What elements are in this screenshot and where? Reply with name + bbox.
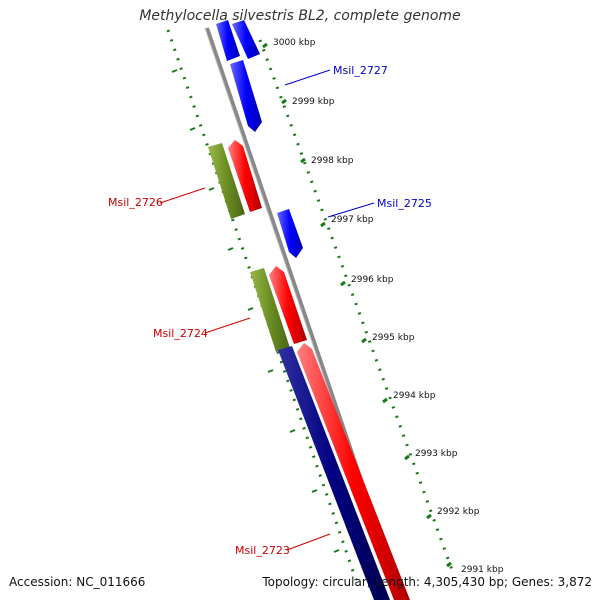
accession-text: Accession: NC_011666 bbox=[9, 575, 146, 589]
tick-mark bbox=[361, 337, 367, 344]
tick-label: 2996 kbp bbox=[351, 275, 394, 285]
tick-mark bbox=[382, 397, 388, 404]
tick-label: 2995 kbp bbox=[372, 333, 415, 343]
inner-dotted-ring bbox=[166, 29, 358, 581]
gene-label-msil-2725: Msil_2725 bbox=[377, 197, 432, 210]
tick-mark bbox=[289, 429, 296, 433]
tick-label: 2992 kbp bbox=[437, 507, 480, 517]
tick-mark bbox=[311, 489, 318, 493]
tick-mark bbox=[446, 561, 452, 568]
navy-features bbox=[278, 346, 390, 600]
inner-major-ticks bbox=[171, 69, 340, 553]
tick-mark bbox=[189, 127, 196, 131]
gene-feature bbox=[232, 20, 260, 59]
tick-mark bbox=[300, 157, 306, 164]
tick-mark bbox=[262, 42, 268, 49]
tick-mark bbox=[247, 307, 254, 311]
leader-line bbox=[204, 317, 251, 334]
map-title: Methylocella silvestris BL2, complete ge… bbox=[139, 8, 461, 24]
gene-feature bbox=[278, 346, 390, 600]
tick-mark bbox=[281, 98, 287, 105]
gene-msil-2724 bbox=[250, 268, 290, 352]
leader-line bbox=[284, 69, 331, 86]
tick-label: 2998 kbp bbox=[311, 156, 354, 166]
tick-label: 2997 kbp bbox=[331, 215, 374, 225]
gene-labels: Msil_2727 Msil_2726 Msil_2725 Msil_2724 … bbox=[108, 64, 432, 557]
tick-mark bbox=[320, 221, 326, 228]
leader-line bbox=[286, 533, 331, 551]
gene-msil-2723 bbox=[297, 343, 410, 600]
forward-genes bbox=[216, 20, 303, 258]
tick-label: 2991 kbp bbox=[461, 565, 504, 575]
inner-tick-ring bbox=[166, 29, 358, 581]
gene-label-msil-2724: Msil_2724 bbox=[153, 327, 208, 340]
leader-line bbox=[327, 202, 375, 218]
tick-mark bbox=[426, 513, 432, 520]
tick-mark bbox=[171, 69, 178, 73]
gene-msil-2727 bbox=[230, 60, 262, 132]
tick-mark bbox=[267, 369, 274, 373]
reverse-genes bbox=[228, 140, 410, 600]
tick-mark bbox=[208, 187, 215, 191]
major-ticks bbox=[262, 42, 452, 568]
gene-label-msil-2727: Msil_2727 bbox=[333, 64, 388, 77]
tick-mark bbox=[404, 454, 410, 461]
tick-label: 2999 kbp bbox=[292, 97, 335, 107]
gene-msil-2725 bbox=[277, 209, 303, 258]
gene-feature bbox=[216, 20, 240, 61]
gene-feature bbox=[228, 140, 262, 212]
gene-feature bbox=[269, 266, 307, 344]
gene-label-msil-2723: Msil_2723 bbox=[235, 544, 290, 557]
olive-features bbox=[208, 143, 290, 352]
gene-msil-2726 bbox=[208, 143, 245, 219]
genome-summary-text: Topology: circular; Length: 4,305,430 bp… bbox=[262, 575, 592, 589]
tick-label: 3000 kbp bbox=[273, 38, 316, 48]
tick-mark bbox=[333, 549, 340, 553]
tick-label: 2993 kbp bbox=[415, 449, 458, 459]
tick-mark bbox=[340, 280, 346, 287]
tick-label: 2994 kbp bbox=[393, 391, 436, 401]
tick-mark bbox=[227, 247, 234, 251]
gene-label-msil-2726: Msil_2726 bbox=[108, 196, 163, 209]
leader-line bbox=[159, 187, 206, 204]
leader-lines bbox=[159, 69, 375, 551]
tick-labels: 3000 kbp 2999 kbp 2998 kbp 2997 kbp 2996… bbox=[273, 38, 504, 575]
